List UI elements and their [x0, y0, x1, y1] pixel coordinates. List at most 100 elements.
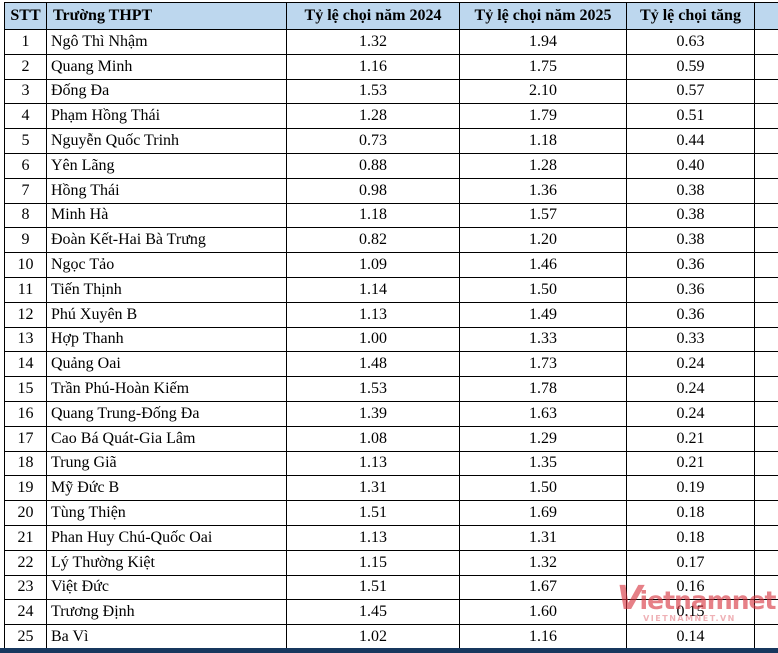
cell-school: Ba Vì: [46, 624, 287, 650]
cell-extra: [754, 227, 778, 254]
cell-ratio-2025: 1.73: [459, 351, 627, 378]
cell-ratio-increase: 0.36: [626, 252, 755, 278]
cell-stt: 6: [4, 152, 47, 179]
cell-stt: 20: [4, 500, 47, 526]
cell-ratio-2024: 0.98: [286, 177, 460, 204]
cell-stt: 23: [4, 574, 47, 601]
cell-school: Quang Minh: [46, 53, 287, 80]
table-row: 23 Việt Đức 1.51 1.67 0.16: [4, 574, 778, 601]
cell-school: Trung Giã: [46, 450, 287, 477]
cell-ratio-increase: 0.24: [626, 376, 755, 402]
cell-ratio-increase: 0.44: [626, 128, 755, 154]
cell-ratio-2025: 1.33: [459, 326, 627, 353]
cell-ratio-2024: 1.08: [286, 425, 460, 452]
cell-school: Ngọc Tảo: [46, 252, 287, 278]
cell-ratio-2025: 1.78: [459, 376, 627, 402]
cell-stt: 9: [4, 227, 47, 254]
cell-ratio-2024: 0.73: [286, 128, 460, 154]
table-row: 18 Trung Giã 1.13 1.35 0.21: [4, 450, 778, 477]
cell-ratio-2024: 1.32: [286, 29, 460, 55]
cell-extra: [754, 351, 778, 378]
cell-ratio-2024: 1.13: [286, 450, 460, 477]
cell-ratio-increase: 0.51: [626, 103, 755, 130]
cell-extra: [754, 152, 778, 179]
cell-ratio-increase: 0.18: [626, 524, 755, 551]
header-row: STT Trường THPT Tỷ lệ chọi năm 2024 Tỷ l…: [4, 2, 778, 30]
table-row: 19 Mỹ Đức B 1.31 1.50 0.19: [4, 475, 778, 502]
cell-ratio-increase: 0.24: [626, 400, 755, 427]
cell-school: Hợp Thanh: [46, 326, 287, 353]
cell-school: Nguyễn Quốc Trinh: [46, 128, 287, 154]
cell-ratio-increase: 0.36: [626, 276, 755, 303]
cell-stt: 3: [4, 78, 47, 105]
cell-ratio-2025: 1.16: [459, 624, 627, 650]
cell-extra: [754, 276, 778, 303]
cell-extra: [754, 425, 778, 452]
cell-school: Phạm Hồng Thái: [46, 103, 287, 130]
cell-extra: [754, 376, 778, 402]
cell-school: Mỹ Đức B: [46, 475, 287, 502]
table-row: 24 Trương Định 1.45 1.60 0.15: [4, 599, 778, 626]
cell-school: Hồng Thái: [46, 177, 287, 204]
cell-ratio-2025: 1.46: [459, 252, 627, 278]
cell-ratio-increase: 0.17: [626, 549, 755, 576]
cell-stt: 14: [4, 351, 47, 378]
table-row: 6 Yên Lãng 0.88 1.28 0.40: [4, 152, 778, 179]
cell-ratio-2024: 1.02: [286, 624, 460, 650]
cell-extra: [754, 450, 778, 477]
cell-stt: 5: [4, 128, 47, 154]
cell-stt: 19: [4, 475, 47, 502]
cell-extra: [754, 29, 778, 55]
cell-ratio-2025: 1.57: [459, 202, 627, 229]
cell-school: Phú Xuyên B: [46, 301, 287, 328]
cell-ratio-2025: 1.63: [459, 400, 627, 427]
cell-ratio-2024: 1.13: [286, 524, 460, 551]
table-row: 1 Ngô Thì Nhậm 1.32 1.94 0.63: [4, 29, 778, 55]
table-row: 16 Quang Trung-Đống Đa 1.39 1.63 0.24: [4, 400, 778, 427]
table-row: 12 Phú Xuyên B 1.13 1.49 0.36: [4, 301, 778, 328]
cell-ratio-increase: 0.40: [626, 152, 755, 179]
cell-ratio-increase: 0.57: [626, 78, 755, 105]
cell-extra: [754, 177, 778, 204]
cell-ratio-increase: 0.21: [626, 425, 755, 452]
cell-ratio-2024: 1.14: [286, 276, 460, 303]
cell-extra: [754, 574, 778, 601]
table-row: 2 Quang Minh 1.16 1.75 0.59: [4, 53, 778, 80]
cell-stt: 1: [4, 29, 47, 55]
cell-stt: 25: [4, 624, 47, 650]
table-row: 9 Đoàn Kết-Hai Bà Trưng 0.82 1.20 0.38: [4, 227, 778, 254]
cell-stt: 11: [4, 276, 47, 303]
cell-ratio-2024: 1.53: [286, 78, 460, 105]
cell-ratio-2024: 0.82: [286, 227, 460, 254]
cell-ratio-2024: 1.45: [286, 599, 460, 626]
cell-stt: 10: [4, 252, 47, 278]
cell-ratio-increase: 0.15: [626, 599, 755, 626]
cell-ratio-2025: 1.50: [459, 276, 627, 303]
cell-ratio-2024: 1.18: [286, 202, 460, 229]
table-row: 11 Tiến Thịnh 1.14 1.50 0.36: [4, 276, 778, 303]
cell-ratio-2025: 1.35: [459, 450, 627, 477]
cell-ratio-increase: 0.38: [626, 227, 755, 254]
cell-ratio-2025: 1.75: [459, 53, 627, 80]
table-row: 15 Trần Phú-Hoàn Kiếm 1.53 1.78 0.24: [4, 376, 778, 402]
cell-ratio-2024: 1.53: [286, 376, 460, 402]
cell-ratio-2024: 1.15: [286, 549, 460, 576]
next-row-top-edge: [0, 648, 778, 653]
header-extra-column: [754, 2, 778, 30]
cell-stt: 8: [4, 202, 47, 229]
table-row: 3 Đống Đa 1.53 2.10 0.57: [4, 78, 778, 105]
table-row: 8 Minh Hà 1.18 1.57 0.38: [4, 202, 778, 229]
table-row: 7 Hồng Thái 0.98 1.36 0.38: [4, 177, 778, 204]
cell-extra: [754, 103, 778, 130]
header-school: Trường THPT: [46, 2, 287, 30]
cell-school: Trần Phú-Hoàn Kiếm: [46, 376, 287, 402]
cell-ratio-increase: 0.33: [626, 326, 755, 353]
cell-ratio-2024: 1.28: [286, 103, 460, 130]
table-row: 4 Phạm Hồng Thái 1.28 1.79 0.51: [4, 103, 778, 130]
cell-extra: [754, 400, 778, 427]
cell-stt: 7: [4, 177, 47, 204]
cell-school: Ngô Thì Nhậm: [46, 29, 287, 55]
cell-ratio-2025: 1.36: [459, 177, 627, 204]
cell-ratio-2025: 1.31: [459, 524, 627, 551]
cell-ratio-increase: 0.24: [626, 351, 755, 378]
